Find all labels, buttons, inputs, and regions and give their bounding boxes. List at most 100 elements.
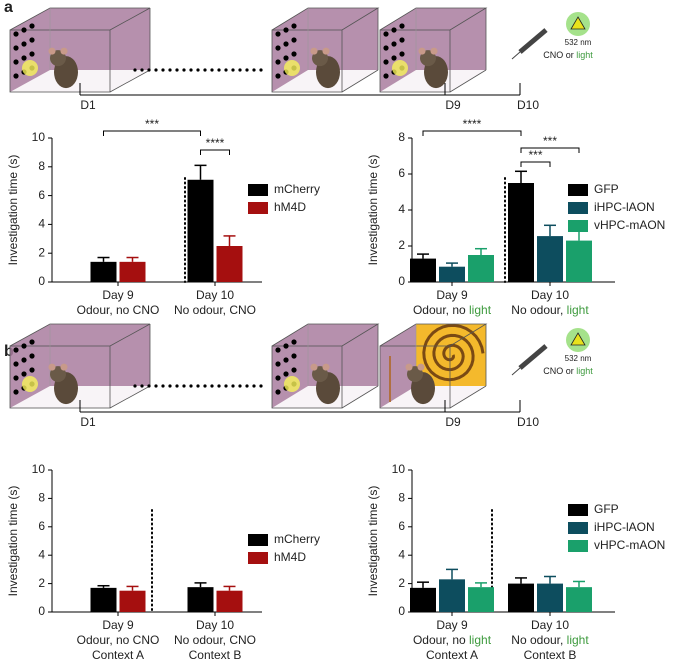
bar: [566, 587, 592, 612]
significance-label: ****: [206, 136, 225, 150]
odour-hole: [399, 37, 405, 43]
odour-hole: [21, 343, 27, 349]
legend-swatch: [568, 522, 588, 534]
time-dot: [245, 384, 249, 388]
odour-hole: [399, 23, 405, 29]
label: No odour, light: [511, 303, 589, 317]
bar: [508, 583, 534, 612]
legend-swatch: [568, 202, 588, 214]
bar: [439, 266, 465, 282]
bar: [119, 261, 146, 282]
mouse-head: [312, 366, 328, 383]
mouse-ear: [60, 363, 68, 371]
panel-label: a: [4, 0, 13, 16]
odour-hole: [21, 55, 27, 61]
cage-edge: [341, 385, 379, 409]
error-bar: [97, 584, 110, 588]
label: Odour, no light: [413, 633, 492, 647]
time-dot: [259, 68, 263, 72]
mouse-ear: [48, 47, 56, 55]
y-tick-label: 6: [398, 519, 405, 533]
label-part: light: [567, 303, 590, 317]
syringe: [518, 28, 548, 54]
y-tick-label: 0: [38, 274, 45, 288]
odour-hole: [29, 37, 35, 43]
bar: [216, 590, 243, 612]
label: CNO or light: [543, 366, 593, 376]
syringe-needle: [511, 51, 521, 60]
time-dot: [203, 384, 207, 388]
bar: [566, 240, 592, 282]
y-tick-label: 4: [38, 217, 45, 231]
time-dot: [140, 384, 144, 388]
legend-label: hM4D: [274, 550, 306, 564]
odour-hole: [275, 45, 281, 51]
cage-front: [271, 29, 343, 93]
odour-hole: [275, 59, 281, 65]
label: No odour, CNO: [174, 633, 256, 647]
y-tick-label: 10: [392, 462, 406, 476]
y-axis-title: Investigation time (s): [366, 486, 380, 597]
cage-floor: [10, 386, 150, 408]
error-bar: [544, 575, 556, 584]
bar: [537, 583, 563, 612]
legend-label: GFP: [594, 502, 619, 516]
time-dot: [252, 384, 256, 388]
significance-bracket: [103, 130, 201, 136]
label: Day 9: [436, 288, 468, 302]
mouse-ear: [405, 363, 413, 371]
legend-swatch: [248, 202, 268, 214]
time-dot: [154, 384, 158, 388]
laser-sign: [570, 16, 586, 30]
mouse-ear: [430, 47, 438, 55]
odour-hole: [291, 51, 297, 57]
legend-label: vHPC-mAON: [594, 218, 665, 232]
y-tick-label: 6: [38, 519, 45, 533]
legend-swatch: [248, 184, 268, 196]
error-bar: [573, 580, 585, 588]
error-bar: [446, 262, 458, 267]
time-dot: [147, 384, 151, 388]
time-dot: [196, 68, 200, 72]
odour-hole: [275, 389, 281, 395]
y-tick-label: 8: [38, 491, 45, 505]
odour-hole: [21, 357, 27, 363]
y-tick-label: 2: [38, 245, 45, 259]
mouse-head: [407, 366, 423, 383]
day-label: D1: [80, 98, 96, 112]
odour-hole: [283, 371, 289, 377]
time-dot: [161, 384, 165, 388]
bar: [468, 255, 494, 282]
odour-hole: [383, 59, 389, 65]
y-tick-label: 6: [38, 188, 45, 202]
time-dot: [175, 384, 179, 388]
error-bar: [544, 224, 556, 237]
label-part: No odour,: [511, 303, 566, 317]
error-bar: [417, 253, 429, 259]
label-part: light: [576, 366, 593, 376]
odour-hole: [21, 41, 27, 47]
label: CNO or light: [543, 50, 593, 60]
label: Context A: [426, 648, 478, 662]
cage-edge: [449, 385, 487, 409]
odour-hole: [283, 343, 289, 349]
odour-hole: [383, 31, 389, 37]
mouse-head: [420, 50, 436, 67]
odour-hole: [291, 37, 297, 43]
mouse-head: [312, 50, 328, 67]
bar: [508, 183, 534, 282]
cage-edge: [9, 323, 151, 347]
odour-hole: [13, 389, 19, 395]
odour-hole: [291, 367, 297, 373]
odour-hole: [13, 73, 19, 79]
wavelength: 532 nm: [565, 38, 592, 47]
error-bar: [515, 577, 527, 584]
mouse-head: [50, 366, 66, 383]
odour-hole: [283, 27, 289, 33]
day-label: D9: [445, 98, 461, 112]
error-bar: [475, 247, 487, 255]
odour-glow: [392, 60, 408, 76]
error-bar: [126, 256, 139, 262]
time-dot: [189, 384, 193, 388]
legend-label: hM4D: [274, 200, 306, 214]
